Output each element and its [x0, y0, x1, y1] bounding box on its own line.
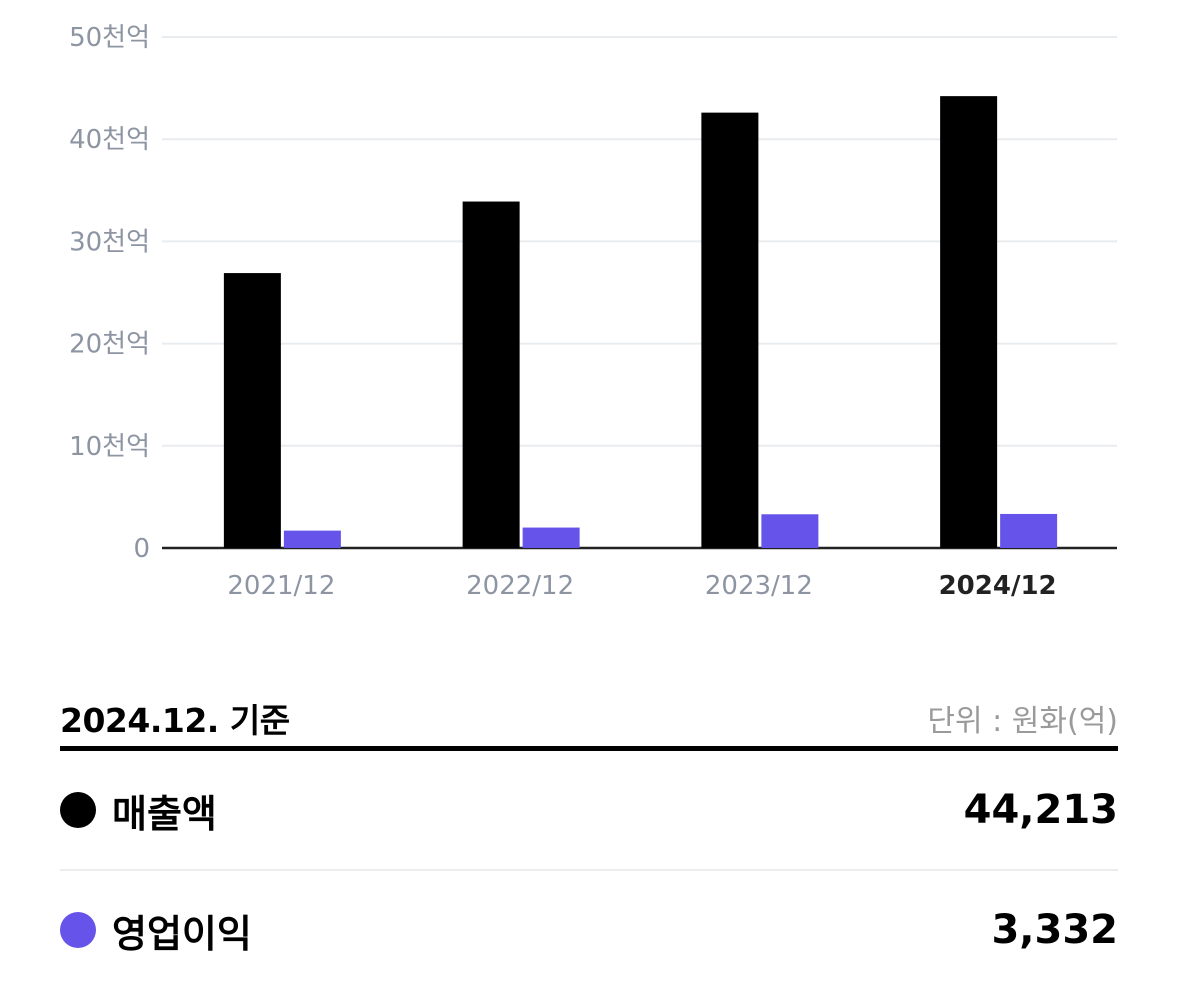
- y-tick-label: 30천억: [69, 227, 150, 257]
- operating-profit-label: 영업이익: [112, 911, 252, 956]
- summary-row-operating-profit: 영업이익 3,332: [60, 869, 1118, 989]
- summary-panel: 2024.12. 기준 단위 : 원화(억) 매출액 44,213 영업이익 3…: [60, 690, 1118, 989]
- bar-revenue: [701, 112, 759, 549]
- y-tick-label: 40천억: [69, 125, 150, 155]
- x-tick-label: 2021/12: [227, 571, 335, 601]
- bar-revenue: [940, 96, 998, 549]
- x-tick-label: 2022/12: [466, 571, 574, 601]
- operating-profit-legend-dot: [60, 912, 96, 948]
- bar-operating-profit: [522, 527, 580, 548]
- y-tick-label: 10천억: [69, 432, 150, 462]
- summary-header: 2024.12. 기준 단위 : 원화(억): [60, 690, 1118, 751]
- basis-date: 2024.12. 기준: [60, 701, 290, 740]
- x-tick-label: 2024/12: [939, 571, 1057, 601]
- operating-profit-value: 3,332: [991, 907, 1118, 953]
- revenue-legend-dot: [60, 792, 96, 828]
- bar-operating-profit: [283, 530, 341, 548]
- bar-chart: 0 10천억 20천억 30천억 40천억 50천억 2021/12 2022/12 2023/…: [69, 23, 1117, 601]
- bar-operating-profit: [1000, 513, 1058, 548]
- y-tick-label: 0: [133, 534, 150, 564]
- unit-label: 단위 : 원화(억): [927, 704, 1118, 739]
- bar-revenue: [462, 201, 520, 549]
- bar-operating-profit: [761, 514, 819, 548]
- y-tick-label: 20천억: [69, 330, 150, 360]
- bar-revenue: [223, 273, 281, 548]
- x-tick-label: 2023/12: [705, 571, 813, 601]
- revenue-value: 44,213: [963, 787, 1118, 833]
- y-tick-label: 50천억: [69, 23, 150, 53]
- summary-row-revenue: 매출액 44,213: [60, 751, 1118, 869]
- revenue-label: 매출액: [112, 791, 217, 836]
